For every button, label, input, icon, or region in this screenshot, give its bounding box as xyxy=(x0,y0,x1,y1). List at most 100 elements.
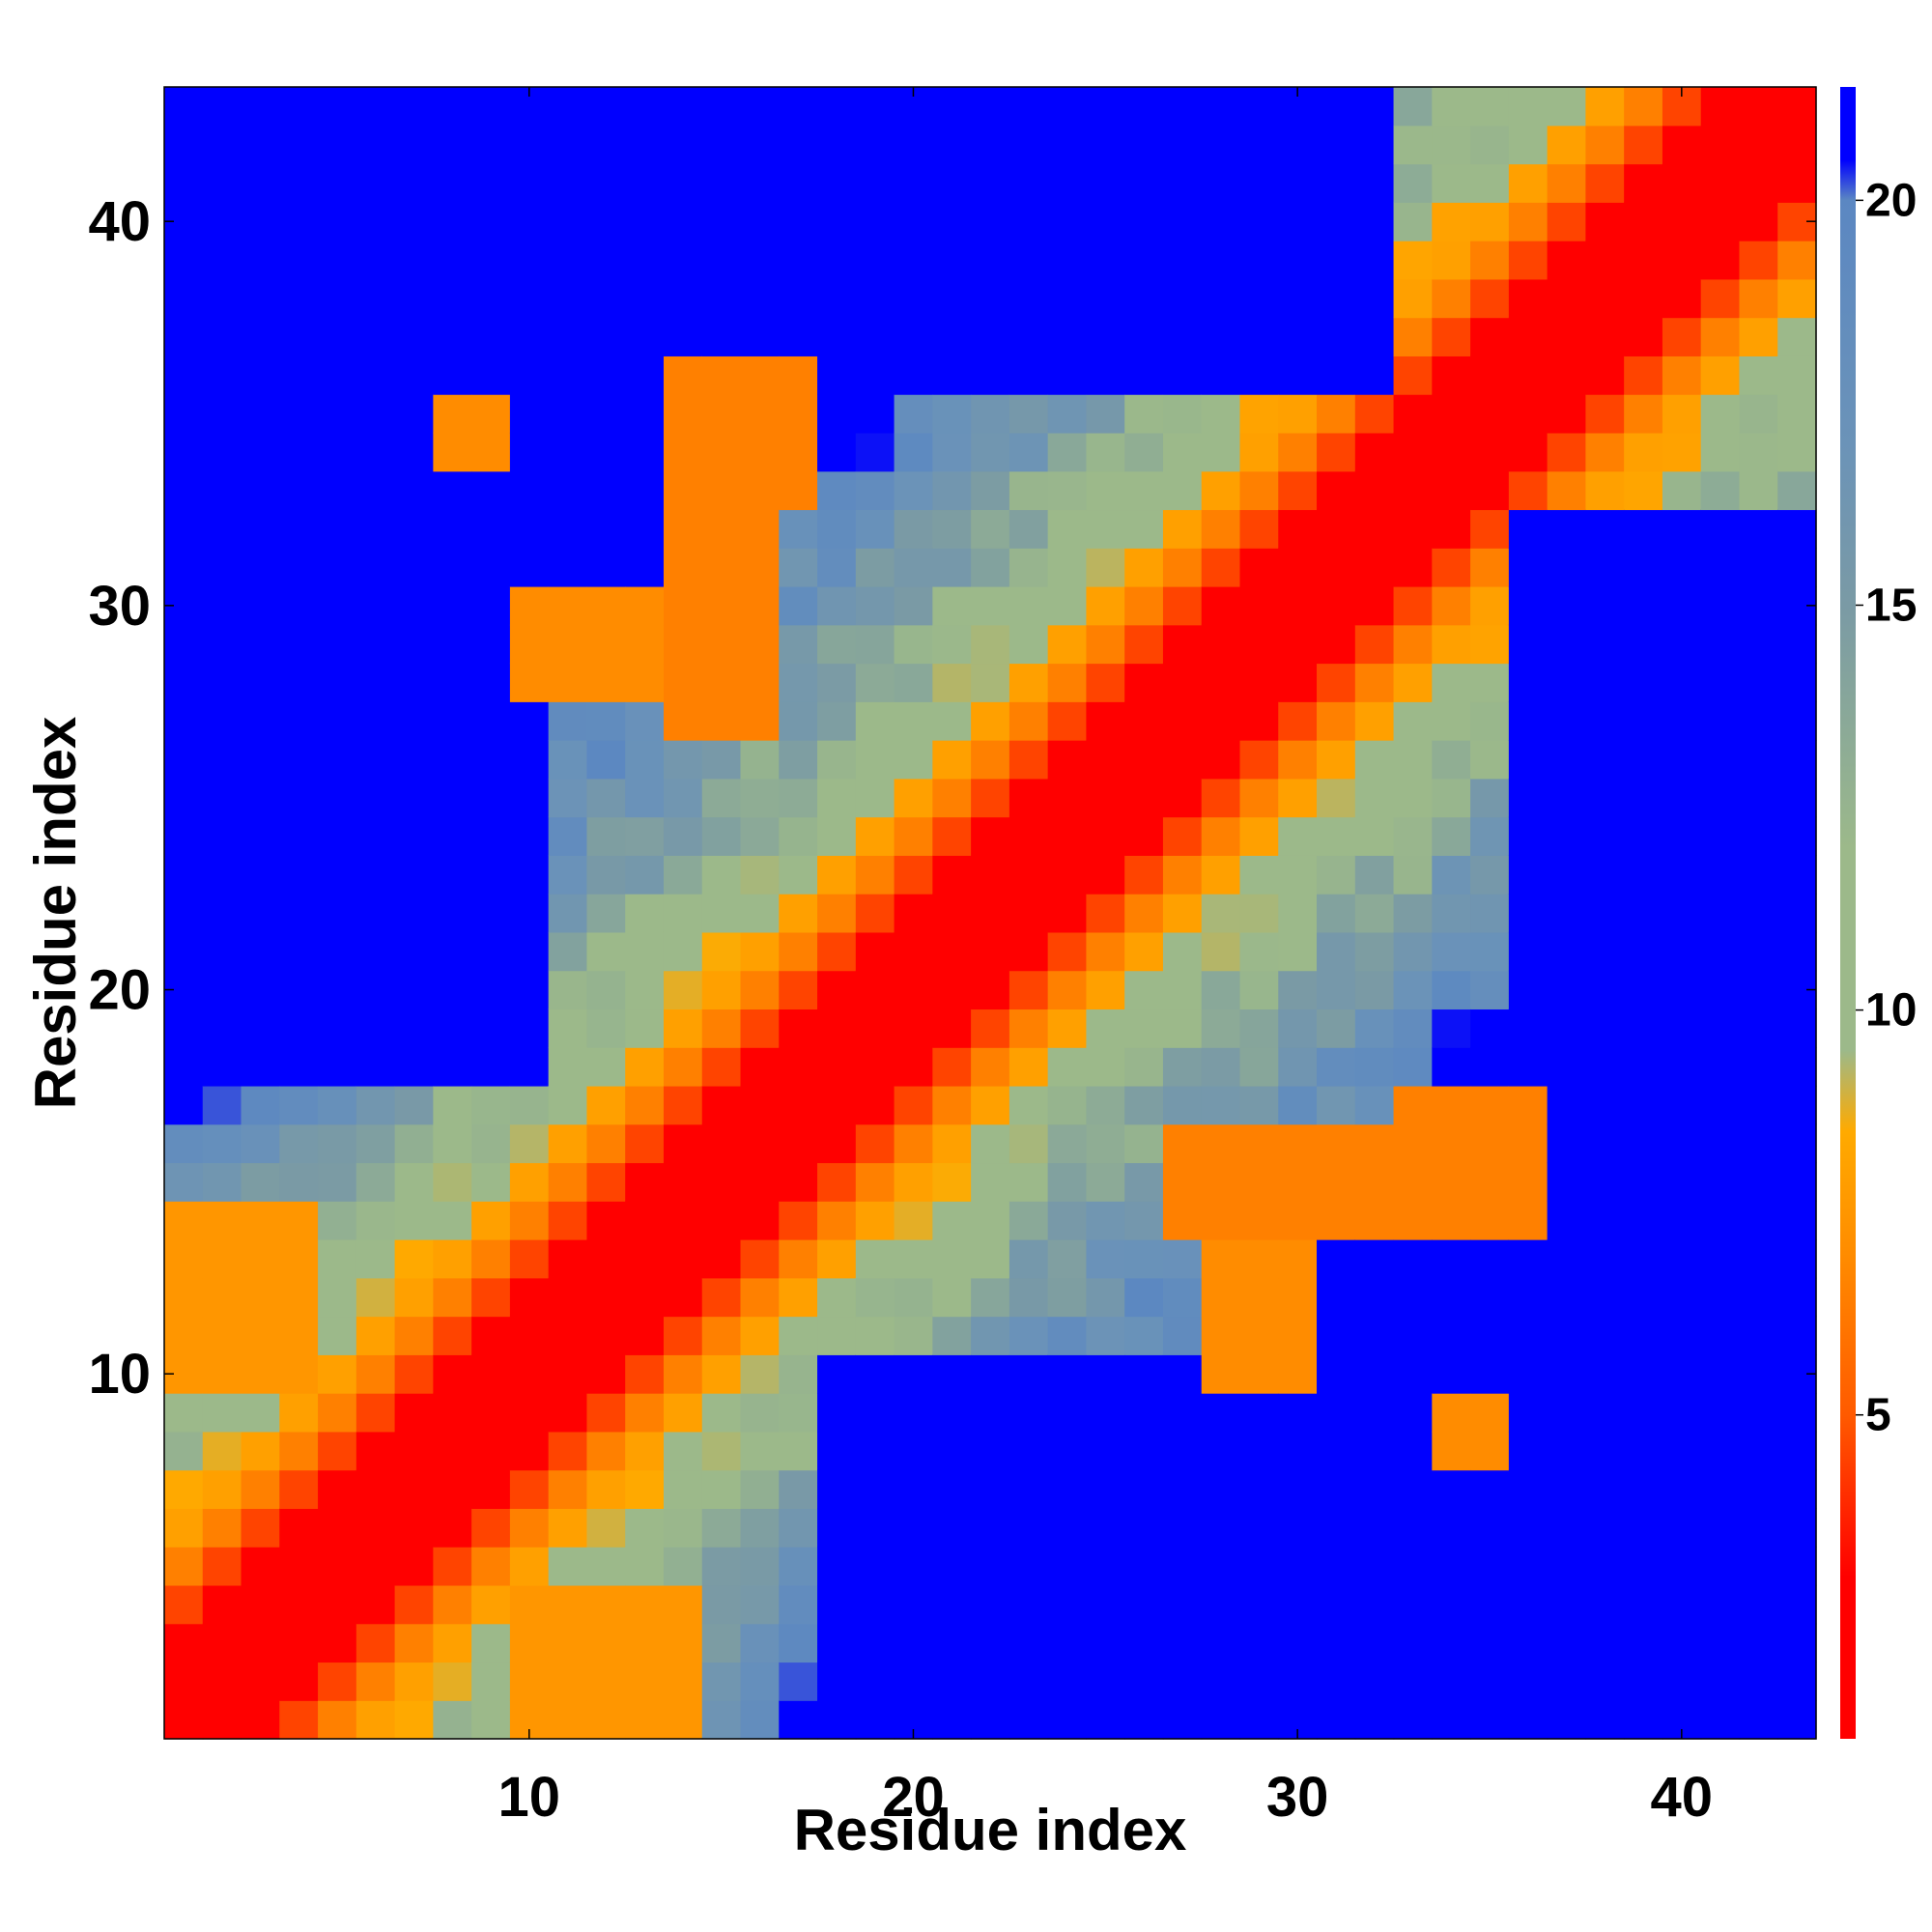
heatmap-cell xyxy=(1777,278,1817,319)
heatmap-cell xyxy=(1777,125,1817,165)
heatmap-cell xyxy=(1508,87,1548,127)
heatmap-cell xyxy=(202,1162,242,1202)
heatmap-cell xyxy=(1700,931,1741,972)
heatmap-cell xyxy=(1393,509,1433,549)
heatmap-cell xyxy=(1700,1393,1741,1433)
heatmap-cell xyxy=(971,1584,1010,1625)
heatmap-cell xyxy=(318,202,357,242)
heatmap-cell xyxy=(1700,470,1741,511)
heatmap-cell xyxy=(548,432,588,472)
heatmap-cell xyxy=(1700,894,1741,933)
heatmap-cell xyxy=(817,1700,857,1740)
heatmap-cell xyxy=(355,778,396,818)
heatmap-cell xyxy=(663,1393,703,1433)
heatmap-cell xyxy=(932,1316,972,1355)
heatmap-cell xyxy=(586,509,626,549)
heatmap-cell xyxy=(1162,778,1203,818)
heatmap-cell xyxy=(1124,816,1164,856)
heatmap-cell xyxy=(1393,394,1433,434)
heatmap-cell xyxy=(1317,548,1356,587)
heatmap-cell xyxy=(855,1393,895,1433)
heatmap-cell xyxy=(1354,163,1395,203)
heatmap-cell xyxy=(817,1469,857,1509)
heatmap-cell xyxy=(1624,317,1663,356)
heatmap-cell xyxy=(1162,163,1203,203)
heatmap-cell xyxy=(894,241,933,280)
heatmap-cell xyxy=(894,1316,933,1355)
heatmap-cell xyxy=(1009,585,1049,626)
heatmap-cell xyxy=(663,202,703,242)
heatmap-cell xyxy=(586,1662,626,1701)
heatmap-cell xyxy=(433,970,472,1010)
heatmap-cell xyxy=(701,1584,742,1625)
heatmap-cell xyxy=(279,931,319,972)
heatmap-cell xyxy=(1124,778,1164,818)
heatmap-cell xyxy=(663,125,703,165)
heatmap-cell xyxy=(1432,778,1471,818)
heatmap-cell xyxy=(1278,241,1318,280)
heatmap-cell xyxy=(701,394,742,434)
heatmap-cell xyxy=(779,855,818,895)
heatmap-cell xyxy=(1239,355,1279,395)
heatmap-cell xyxy=(1739,585,1778,626)
heatmap-cell xyxy=(1470,1316,1510,1355)
heatmap-cell xyxy=(1739,624,1778,665)
heatmap-cell xyxy=(1354,241,1395,280)
heatmap-cell xyxy=(509,1162,550,1202)
heatmap-cell xyxy=(1508,663,1548,702)
heatmap-cell xyxy=(318,1085,357,1125)
heatmap-cell xyxy=(1777,87,1817,127)
heatmap-cell xyxy=(1700,1662,1741,1701)
heatmap-cell xyxy=(1124,1623,1164,1663)
heatmap-cell xyxy=(817,1508,857,1548)
heatmap-cell xyxy=(817,1009,857,1048)
heatmap-cell xyxy=(740,1623,780,1663)
heatmap-cell xyxy=(1777,548,1817,587)
heatmap-cell xyxy=(1239,1162,1279,1202)
heatmap-cell xyxy=(779,163,818,203)
heatmap-cell xyxy=(1086,624,1125,665)
heatmap-cell xyxy=(740,87,780,127)
heatmap-cell xyxy=(1777,394,1817,434)
heatmap-cell xyxy=(1508,1277,1548,1318)
heatmap-cell xyxy=(663,855,703,895)
heatmap-cell xyxy=(1162,1700,1203,1740)
heatmap-cell xyxy=(1739,855,1778,895)
heatmap-cell xyxy=(1009,1623,1049,1663)
heatmap-cell xyxy=(586,1623,626,1663)
heatmap-cell xyxy=(1700,624,1741,665)
heatmap-cell xyxy=(1278,1431,1318,1471)
heatmap-cell xyxy=(509,1354,550,1394)
heatmap-cell xyxy=(1547,202,1586,242)
heatmap-cell xyxy=(1124,1584,1164,1625)
heatmap-cell xyxy=(1354,931,1395,972)
heatmap-cell xyxy=(855,355,895,395)
heatmap-cell xyxy=(1700,1584,1741,1625)
heatmap-cell xyxy=(1317,585,1356,626)
heatmap-cell xyxy=(318,1354,357,1394)
colorbar-tick-label: 10 xyxy=(1865,985,1917,1037)
heatmap-cell xyxy=(1700,394,1741,434)
heatmap-cell xyxy=(1124,1700,1164,1740)
heatmap-cell xyxy=(1508,278,1548,319)
heatmap-cell xyxy=(740,1047,780,1087)
heatmap-cell xyxy=(164,1123,204,1164)
heatmap-cell xyxy=(1162,1508,1203,1548)
heatmap-cell xyxy=(1508,163,1548,203)
heatmap-cell xyxy=(1124,470,1164,511)
heatmap-cell xyxy=(894,548,933,587)
heatmap-cell xyxy=(241,931,280,972)
x-tick-label: 20 xyxy=(882,1766,945,1829)
heatmap-cell xyxy=(1239,163,1279,203)
heatmap-cell xyxy=(433,1662,472,1701)
heatmap-cell xyxy=(1124,125,1164,165)
heatmap-cell xyxy=(1662,1316,1702,1355)
heatmap-cell xyxy=(855,1162,895,1202)
heatmap-cell xyxy=(509,585,550,626)
heatmap-cell xyxy=(1624,125,1663,165)
heatmap-cell xyxy=(548,1431,588,1471)
heatmap-cell xyxy=(1700,1239,1741,1279)
heatmap-cell xyxy=(1278,355,1318,395)
heatmap-cell xyxy=(1009,970,1049,1010)
heatmap-cell xyxy=(1086,816,1125,856)
